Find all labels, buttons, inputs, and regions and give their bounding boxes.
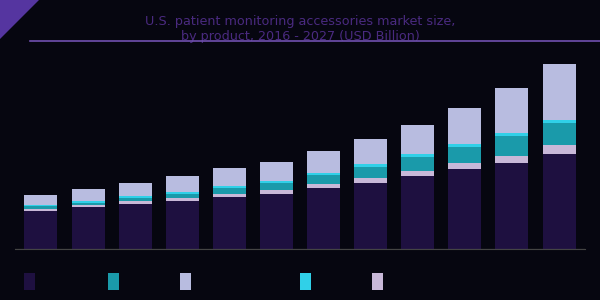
Title: U.S. patient monitoring accessories market size,
by product, 2016 - 2027 (USD Bi: U.S. patient monitoring accessories mark… [145, 15, 455, 43]
Bar [213, 168, 246, 186]
Bar [401, 157, 434, 171]
Bar [213, 197, 246, 249]
Bar [542, 154, 575, 249]
Bar [401, 176, 434, 249]
Bar [119, 183, 152, 196]
Bar [166, 192, 199, 194]
Bar [166, 198, 199, 201]
Bar [448, 169, 481, 249]
Bar [260, 162, 293, 181]
Bar [401, 125, 434, 154]
Bar [213, 194, 246, 197]
Bar [496, 163, 529, 249]
Bar [542, 120, 575, 123]
Bar [25, 205, 58, 206]
Bar [71, 190, 104, 201]
Bar [542, 64, 575, 120]
Bar [166, 201, 199, 249]
Bar [119, 204, 152, 249]
Bar [260, 181, 293, 183]
Bar [71, 202, 104, 206]
Bar [166, 176, 199, 192]
Bar [354, 167, 387, 178]
Bar [25, 211, 58, 249]
Bar [25, 209, 58, 211]
Bar [496, 134, 529, 136]
Bar [448, 147, 481, 163]
Bar [542, 123, 575, 145]
Bar [496, 156, 529, 163]
Bar [71, 208, 104, 249]
Bar [496, 88, 529, 134]
Bar [71, 201, 104, 202]
Bar [401, 171, 434, 176]
Bar [496, 136, 529, 156]
Bar [354, 164, 387, 167]
Bar [307, 184, 340, 188]
Bar [260, 194, 293, 249]
Bar [260, 190, 293, 194]
Bar [25, 206, 58, 209]
Bar [542, 145, 575, 154]
Bar [354, 183, 387, 249]
Bar [166, 194, 199, 198]
Bar [307, 175, 340, 184]
Bar [448, 108, 481, 144]
Bar [307, 188, 340, 249]
Bar [448, 144, 481, 147]
Bar [260, 183, 293, 190]
Bar [119, 196, 152, 198]
Bar [307, 151, 340, 173]
Bar [354, 178, 387, 183]
Bar [25, 195, 58, 205]
Bar [213, 188, 246, 194]
Bar [71, 206, 104, 208]
Bar [119, 198, 152, 201]
Bar [119, 201, 152, 204]
Bar [354, 139, 387, 164]
Bar [307, 173, 340, 175]
Bar [213, 186, 246, 188]
Bar [448, 163, 481, 170]
Bar [401, 154, 434, 157]
